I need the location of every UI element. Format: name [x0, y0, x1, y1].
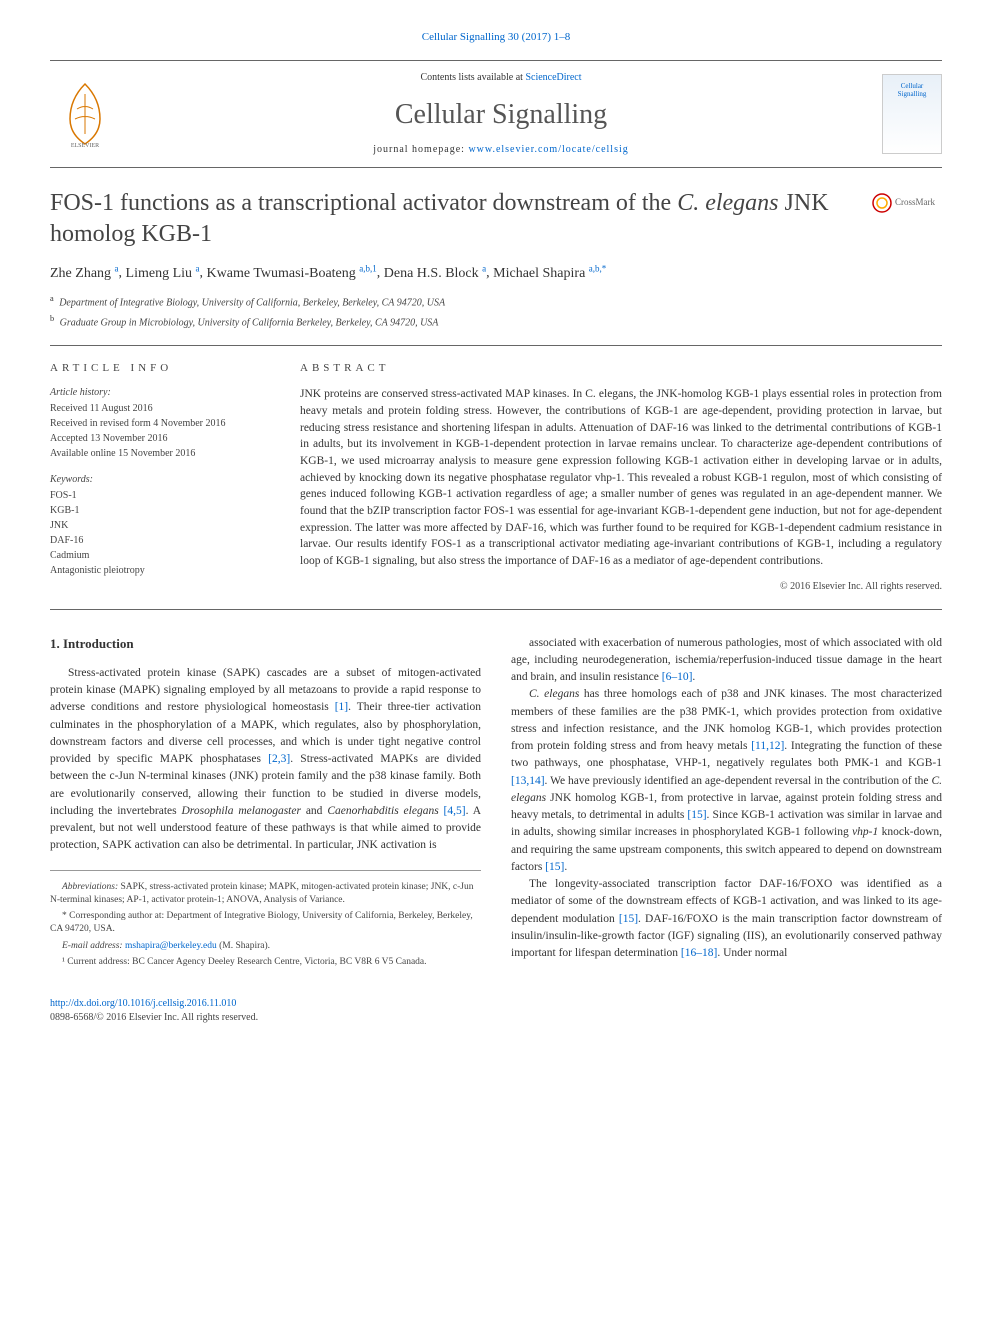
keyword-item: Antagonistic pleiotropy	[50, 564, 270, 578]
article-info-label: article info	[50, 361, 270, 376]
body-right: associated with exacerbation of numerous…	[511, 635, 942, 963]
header-row: ELSEVIER Contents lists available at Sci…	[50, 60, 942, 167]
elsevier-logo: ELSEVIER	[50, 74, 120, 154]
author: Kwame Twumasi-Boateng a,b,1	[207, 266, 377, 281]
citation-link[interactable]: [1]	[335, 701, 348, 713]
keyword-item: DAF-16	[50, 534, 270, 548]
intro-heading: 1. Introduction	[50, 635, 481, 653]
sciencedirect-link[interactable]: ScienceDirect	[525, 72, 581, 83]
crossmark-badge[interactable]: CrossMark	[872, 188, 942, 218]
journal-cover-icon: Cellular Signalling	[882, 74, 942, 154]
keyword-item: FOS-1	[50, 489, 270, 503]
article-title: FOS-1 functions as a transcriptional act…	[50, 188, 857, 250]
history-label: Article history:	[50, 386, 270, 400]
author: Dena H.S. Block a	[384, 266, 486, 281]
journal-homepage: journal homepage: www.elsevier.com/locat…	[120, 143, 882, 157]
citation-link[interactable]: [15]	[545, 861, 564, 873]
citation-link[interactable]: [2,3]	[268, 753, 290, 765]
journal-name: Cellular Signalling	[120, 95, 882, 134]
authors: Zhe Zhang a, Limeng Liu a, Kwame Twumasi…	[50, 262, 942, 283]
abstract-text: JNK proteins are conserved stress-activa…	[300, 386, 942, 569]
author: Michael Shapira a,b,*	[493, 266, 606, 281]
top-citation: Cellular Signalling 30 (2017) 1–8	[50, 30, 942, 45]
citation-link[interactable]: [13,14]	[511, 775, 545, 787]
affiliation: a Department of Integrative Biology, Uni…	[50, 293, 942, 310]
contents-line: Contents lists available at ScienceDirec…	[120, 71, 882, 85]
body-left: Stress-activated protein kinase (SAPK) c…	[50, 665, 481, 855]
homepage-link[interactable]: www.elsevier.com/locate/cellsig	[468, 144, 628, 155]
keywords-label: Keywords:	[50, 473, 270, 487]
keyword-item: Cadmium	[50, 549, 270, 563]
affiliations: a Department of Integrative Biology, Uni…	[50, 293, 942, 330]
affiliation: b Graduate Group in Microbiology, Univer…	[50, 313, 942, 330]
history-item: Received in revised form 4 November 2016	[50, 417, 270, 431]
paragraph: C. elegans has three homologs each of p3…	[511, 686, 942, 876]
footnotes: Abbreviations: SAPK, stress-activated pr…	[50, 870, 481, 970]
history-item: Received 11 August 2016	[50, 402, 270, 416]
citation-link[interactable]: [4,5]	[444, 805, 466, 817]
keyword-item: KGB-1	[50, 504, 270, 518]
paragraph: Stress-activated protein kinase (SAPK) c…	[50, 665, 481, 855]
citation-link[interactable]: [6–10]	[662, 671, 693, 683]
citation-link[interactable]: [15]	[687, 809, 706, 821]
doi-link[interactable]: http://dx.doi.org/10.1016/j.cellsig.2016…	[50, 998, 236, 1009]
author: Zhe Zhang a	[50, 266, 119, 281]
copyright: © 2016 Elsevier Inc. All rights reserved…	[300, 580, 942, 594]
paragraph: The longevity-associated transcription f…	[511, 876, 942, 962]
svg-text:ELSEVIER: ELSEVIER	[71, 143, 99, 149]
email-link[interactable]: mshapira@berkeley.edu	[125, 941, 217, 951]
keyword-item: JNK	[50, 519, 270, 533]
author: Limeng Liu a	[126, 266, 200, 281]
citation-link[interactable]: [16–18]	[681, 947, 717, 959]
citation-link[interactable]: [15]	[619, 913, 638, 925]
footer: http://dx.doi.org/10.1016/j.cellsig.2016…	[50, 997, 942, 1025]
history-item: Accepted 13 November 2016	[50, 432, 270, 446]
citation-link[interactable]: [11,12]	[751, 740, 784, 752]
abstract-label: abstract	[300, 361, 942, 376]
paragraph: associated with exacerbation of numerous…	[511, 635, 942, 687]
history-item: Available online 15 November 2016	[50, 447, 270, 461]
